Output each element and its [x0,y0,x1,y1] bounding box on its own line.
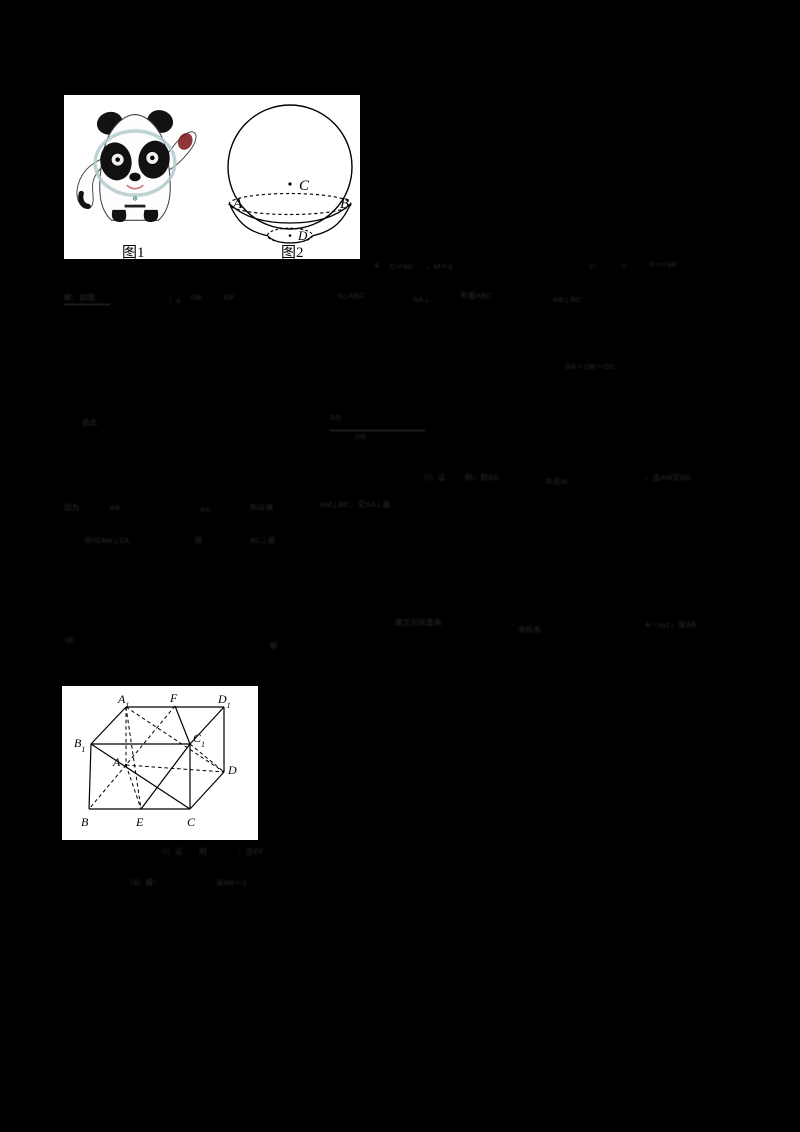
svg-text:E: E [135,815,144,829]
svg-text:B: B [81,815,89,829]
svg-text:F: F [169,691,178,705]
svg-text:C: C [187,815,196,829]
svg-text:A: A [232,196,243,212]
svg-text:B1: B1 [74,736,85,754]
svg-text:A1: A1 [117,692,129,710]
svg-text:B: B [340,196,349,212]
svg-text:C1: C1 [193,731,205,749]
svg-text:D: D [227,763,237,777]
svg-text:A: A [112,755,121,769]
svg-text:❄: ❄ [132,195,138,203]
svg-text:C: C [299,178,310,194]
